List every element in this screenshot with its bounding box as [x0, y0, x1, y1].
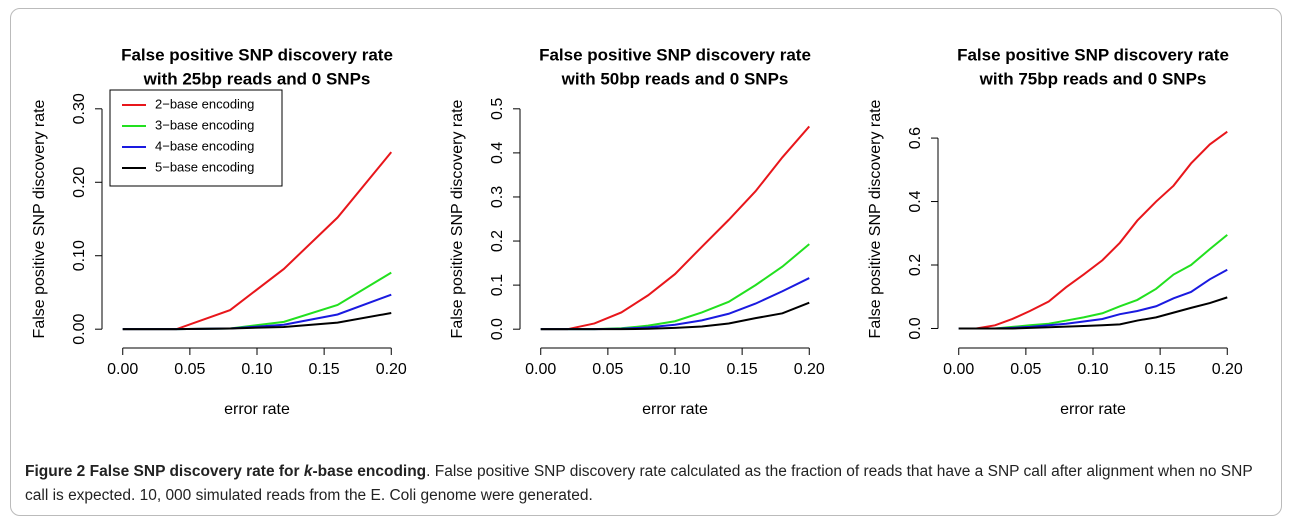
chart-title: False positive SNP discovery rate	[539, 45, 811, 64]
x-tick-label: 0.10	[659, 361, 690, 378]
y-tick-label: 0.0	[489, 318, 506, 340]
x-tick-label: 0.00	[943, 361, 974, 378]
y-tick-label: 0.10	[71, 240, 88, 271]
caption-label: Figure 2	[25, 463, 86, 480]
y-axis-label: False positive SNP discovery rate	[449, 99, 466, 338]
caption-title-end: -base encoding	[312, 463, 427, 480]
series-line	[958, 268, 1228, 330]
y-tick-label: 0.2	[489, 230, 506, 252]
x-tick-label: 0.20	[794, 361, 825, 378]
y-tick-label: 0.4	[489, 142, 506, 164]
caption-title-italic: k	[303, 463, 313, 480]
y-tick-label: 0.2	[907, 254, 924, 276]
caption-title: False SNP discovery rate for k-base enco…	[90, 463, 427, 480]
series-line	[540, 125, 811, 331]
caption-title-start: False SNP discovery rate for	[89, 463, 304, 480]
x-tick-label: 0.15	[309, 361, 340, 378]
y-tick-label: 0.20	[71, 167, 88, 198]
x-axis-label: error rate	[1060, 401, 1126, 418]
series-line	[958, 234, 1228, 330]
x-tick-label: 0.05	[174, 361, 205, 378]
legend-label: 2−base encoding	[155, 96, 254, 111]
caption-text: . False positive SNP discovery rate calc…	[25, 463, 1253, 504]
legend-label: 5−base encoding	[155, 159, 254, 174]
y-tick-label: 0.6	[907, 127, 924, 149]
series-line	[122, 312, 392, 331]
x-axis-label: error rate	[224, 401, 290, 418]
x-tick-label: 0.00	[107, 361, 138, 378]
x-tick-label: 0.10	[241, 361, 272, 378]
x-tick-label: 0.05	[592, 361, 623, 378]
legend-label: 3−base encoding	[155, 117, 254, 132]
figure-frame	[10, 8, 1282, 516]
x-tick-label: 0.20	[376, 361, 407, 378]
y-tick-label: 0.3	[489, 186, 506, 208]
x-axis-label: error rate	[642, 401, 708, 418]
x-tick-label: 0.20	[1212, 361, 1243, 378]
y-tick-label: 0.5	[489, 98, 506, 120]
series-line	[122, 293, 392, 331]
y-tick-label: 0.30	[71, 93, 88, 124]
series-line	[540, 301, 810, 331]
x-tick-label: 0.15	[1145, 361, 1176, 378]
series-line	[958, 130, 1228, 330]
y-tick-label: 0.4	[907, 190, 924, 212]
chart-title: False positive SNP discovery rate	[121, 45, 393, 64]
x-tick-label: 0.00	[525, 361, 556, 378]
y-axis-label: False positive SNP discovery rate	[867, 99, 884, 338]
legend-label: 4−base encoding	[155, 138, 254, 153]
y-tick-label: 0.1	[489, 274, 506, 296]
y-tick-label: 0.00	[71, 314, 88, 345]
y-axis-label: False positive SNP discovery rate	[31, 99, 48, 338]
x-tick-label: 0.15	[727, 361, 758, 378]
caption: Figure 2 False SNP discovery rate for k-…	[25, 460, 1270, 508]
chart-subtitle: with 50bp reads and 0 SNPs	[561, 69, 789, 88]
chart-subtitle: with 75bp reads and 0 SNPs	[979, 69, 1207, 88]
series-line	[958, 296, 1228, 330]
x-tick-label: 0.05	[1010, 361, 1041, 378]
chart-title: False positive SNP discovery rate	[957, 45, 1229, 64]
chart-subtitle: with 25bp reads and 0 SNPs	[143, 69, 371, 88]
charts: False positive SNP discovery rate with 25…	[31, 45, 1243, 418]
x-tick-label: 0.10	[1077, 361, 1108, 378]
y-tick-label: 0.0	[907, 317, 924, 339]
